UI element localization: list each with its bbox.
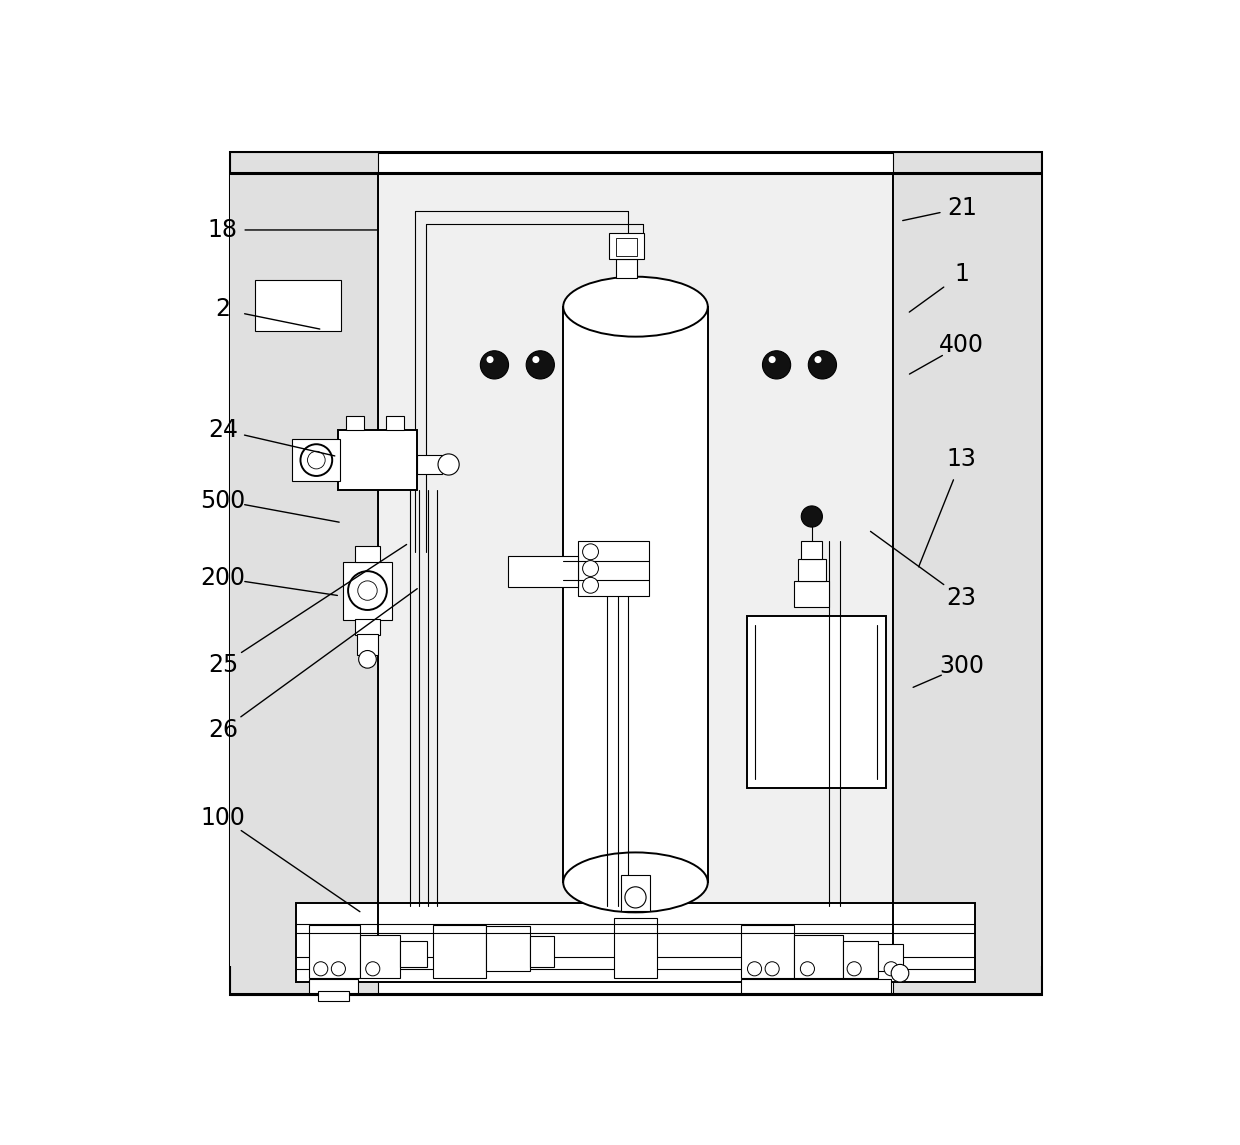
- Text: 100: 100: [201, 806, 246, 830]
- Bar: [355, 618, 379, 634]
- Circle shape: [486, 356, 494, 363]
- Text: 2: 2: [216, 298, 231, 322]
- Text: 1: 1: [955, 262, 970, 286]
- Circle shape: [765, 962, 779, 976]
- Circle shape: [358, 650, 376, 669]
- Bar: [346, 416, 365, 431]
- Text: 500: 500: [201, 489, 246, 513]
- Circle shape: [801, 506, 822, 527]
- Bar: [417, 455, 441, 474]
- Bar: [296, 902, 975, 982]
- Bar: [361, 935, 401, 978]
- Circle shape: [331, 962, 346, 976]
- Bar: [794, 581, 830, 607]
- Bar: [309, 925, 361, 978]
- Bar: [878, 945, 903, 971]
- Bar: [386, 416, 404, 431]
- Bar: [616, 259, 637, 278]
- Circle shape: [884, 962, 898, 976]
- Bar: [229, 173, 378, 966]
- Bar: [357, 634, 378, 655]
- Circle shape: [583, 577, 599, 593]
- Circle shape: [583, 544, 599, 560]
- Bar: [893, 173, 1042, 966]
- Bar: [801, 542, 822, 559]
- Bar: [342, 562, 392, 619]
- Bar: [563, 307, 708, 883]
- Circle shape: [769, 356, 776, 363]
- Bar: [291, 439, 340, 481]
- Text: 24: 24: [208, 418, 238, 442]
- Circle shape: [892, 964, 909, 982]
- Bar: [309, 979, 358, 993]
- Text: 21: 21: [947, 196, 977, 220]
- Text: 400: 400: [939, 332, 985, 356]
- Bar: [529, 937, 554, 968]
- Circle shape: [625, 886, 646, 908]
- Bar: [433, 925, 486, 978]
- Bar: [621, 875, 650, 910]
- Text: 18: 18: [208, 218, 238, 242]
- Bar: [609, 232, 645, 259]
- Text: 26: 26: [208, 718, 238, 742]
- Circle shape: [847, 962, 862, 976]
- Bar: [797, 559, 826, 581]
- Bar: [337, 431, 417, 490]
- Circle shape: [583, 561, 599, 576]
- Bar: [486, 926, 529, 971]
- Circle shape: [348, 571, 387, 610]
- Bar: [742, 979, 892, 993]
- Circle shape: [366, 962, 379, 976]
- Bar: [507, 556, 578, 587]
- Bar: [578, 542, 649, 595]
- Bar: [355, 546, 379, 562]
- Circle shape: [748, 962, 761, 976]
- Bar: [401, 940, 427, 968]
- Circle shape: [800, 962, 815, 976]
- Circle shape: [526, 350, 554, 379]
- Bar: [319, 990, 348, 1002]
- Circle shape: [308, 451, 325, 469]
- Bar: [794, 935, 843, 978]
- Circle shape: [480, 350, 508, 379]
- Text: 13: 13: [947, 448, 977, 472]
- Circle shape: [358, 581, 377, 600]
- Ellipse shape: [563, 277, 708, 337]
- Text: 23: 23: [946, 585, 977, 609]
- Ellipse shape: [563, 852, 708, 913]
- Bar: [254, 281, 341, 331]
- Bar: [614, 917, 657, 978]
- Bar: [742, 925, 794, 978]
- Circle shape: [438, 453, 459, 475]
- Circle shape: [808, 350, 837, 379]
- Bar: [893, 152, 1042, 994]
- Bar: [746, 616, 885, 788]
- Bar: [843, 940, 878, 978]
- Text: 300: 300: [939, 655, 985, 678]
- Circle shape: [300, 444, 332, 476]
- Bar: [229, 152, 378, 994]
- Circle shape: [815, 356, 822, 363]
- Bar: [616, 238, 637, 255]
- Circle shape: [532, 356, 539, 363]
- Text: 200: 200: [201, 567, 246, 590]
- Circle shape: [314, 962, 327, 976]
- Text: 25: 25: [208, 653, 238, 677]
- Circle shape: [763, 350, 791, 379]
- Bar: [378, 173, 893, 966]
